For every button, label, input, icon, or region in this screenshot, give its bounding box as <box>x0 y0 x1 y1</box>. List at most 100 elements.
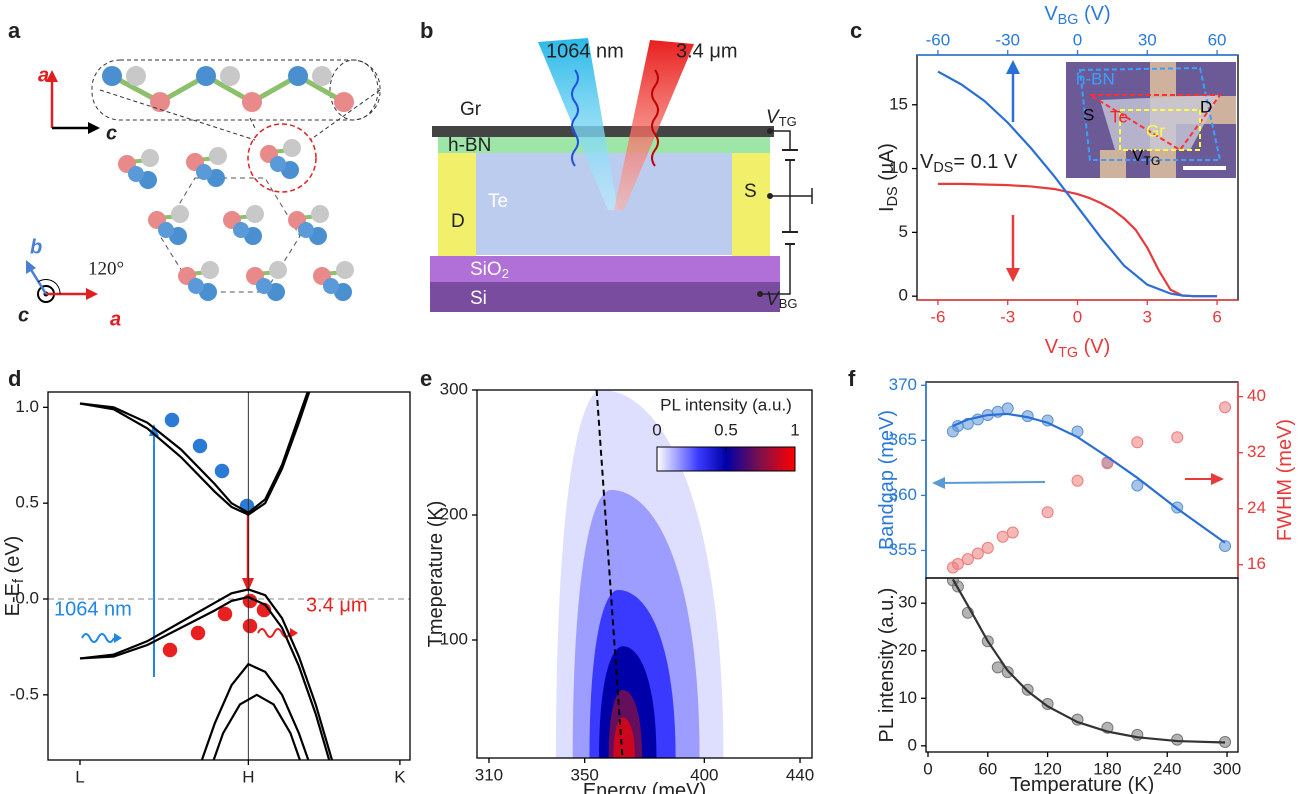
annotation: 1064 nm <box>54 598 132 620</box>
y2-tick-label: 40 <box>1247 386 1266 405</box>
x-tick-label: 0 <box>1073 307 1082 326</box>
subscript: DS <box>933 160 953 176</box>
point <box>1071 474 1084 487</box>
y-tick-label: 0.0 <box>15 588 39 607</box>
x-tick-label: 440 <box>786 765 814 784</box>
point <box>996 530 1009 543</box>
point <box>1006 526 1019 539</box>
x-tick-label: 310 <box>475 765 503 784</box>
arrow-head <box>86 288 98 300</box>
x2-tick-label: -60 <box>926 30 951 49</box>
axis-label: c <box>106 122 117 144</box>
y-tick-label: 100 <box>440 629 468 648</box>
circuit <box>760 244 791 295</box>
chain-atoms <box>102 66 354 112</box>
text: V <box>766 107 781 128</box>
x-tick-label: 60 <box>978 759 997 778</box>
electrode-label: D <box>451 211 465 232</box>
axis-label: c <box>18 304 29 326</box>
y2-tick-label: 24 <box>1247 498 1266 517</box>
point <box>1219 540 1232 553</box>
circuit <box>770 130 791 150</box>
y-tick-label: 0.5 <box>15 493 39 512</box>
laser-label: 1064 nm <box>546 40 624 62</box>
electrode-label: S <box>744 181 757 202</box>
axis-label: b <box>30 236 42 258</box>
text: Tmeperature (K) <box>425 501 447 648</box>
subscript: BG <box>779 296 798 311</box>
y-axis-label: E-Ef (eV) <box>2 536 27 617</box>
text: = 0.1 V <box>953 151 1018 173</box>
y2-axis-label: FWHM (meV) <box>1274 419 1296 541</box>
x-axis-label: Temperature (K) <box>1010 774 1155 794</box>
y-tick-label: 300 <box>440 379 468 398</box>
point <box>981 541 994 554</box>
y-axis-label: Bandgap (meV) <box>876 410 898 550</box>
curve <box>200 662 310 760</box>
point <box>991 661 1004 674</box>
point <box>1131 436 1144 449</box>
axis-label: a <box>38 64 49 86</box>
curve <box>79 392 309 515</box>
subscript: BG <box>1058 12 1079 28</box>
y-tick-label: 200 <box>440 504 468 523</box>
plot-frame <box>47 391 411 761</box>
angle-label: 120° <box>88 258 124 279</box>
wave <box>571 69 579 167</box>
colorbar-tick-label: 1 <box>790 420 799 439</box>
plot-area <box>48 392 410 760</box>
subscript: 2 <box>502 266 509 281</box>
point <box>971 547 984 560</box>
panel-label: f <box>848 366 856 391</box>
highlight-circle <box>247 123 317 193</box>
node <box>767 193 773 199</box>
y-tick-label: 10 <box>898 688 917 707</box>
inset-image <box>1066 62 1236 178</box>
layer-label: Si <box>470 288 487 309</box>
y-tick-label: -0.5 <box>10 684 39 703</box>
colorbar-title: PL intensity (a.u.) <box>660 395 792 414</box>
node <box>767 128 773 134</box>
x-tick-label: -6 <box>930 307 945 326</box>
curve <box>951 578 1226 744</box>
y-tick-label: 370 <box>889 375 917 394</box>
panel-label: c <box>850 18 862 43</box>
plot-frame <box>476 389 813 759</box>
layer-label: Gr <box>460 99 482 120</box>
text: V <box>1044 3 1058 25</box>
text: SiO <box>470 259 502 280</box>
inset-label: D <box>1200 97 1212 116</box>
axis-arrow <box>28 267 48 295</box>
panel-label: a <box>8 18 21 43</box>
curve <box>79 595 331 760</box>
y-axis-label: IDS (uA) <box>876 143 901 212</box>
panel-label: e <box>420 366 432 391</box>
x-axis-label: VTG (V) <box>1045 336 1111 361</box>
x-axis-label: Energy (meV) <box>583 780 706 794</box>
gate-label: VBG <box>766 289 797 311</box>
subscript: TG <box>1058 345 1078 361</box>
curve <box>212 693 302 760</box>
x-tick-label: 120 <box>1033 759 1061 778</box>
axis-label: a <box>110 308 121 330</box>
text: (uA) <box>876 143 898 186</box>
plot-area <box>946 578 1232 749</box>
gate-label: VTG <box>766 107 797 129</box>
text: V <box>1132 146 1144 165</box>
colorbar-tick-label: 0 <box>652 420 661 439</box>
text: (V) <box>1078 3 1110 25</box>
text: V <box>920 151 934 173</box>
contour <box>613 717 635 758</box>
plot-area <box>555 390 724 758</box>
x-tick-label: 6 <box>1212 307 1221 326</box>
text: (V) <box>1078 336 1110 358</box>
inset-label: h-BN <box>1076 69 1115 88</box>
laser-label: 3.4 μm <box>676 40 738 62</box>
panel-b: b 1064 nm 3.4 μm Gr h-BN Te D S SiO2 Si … <box>420 18 813 312</box>
si-layer <box>430 282 780 312</box>
text: PL intensity (a.u.) <box>876 588 898 743</box>
panel-label: d <box>8 366 21 391</box>
x-tick-label: 0 <box>923 759 932 778</box>
